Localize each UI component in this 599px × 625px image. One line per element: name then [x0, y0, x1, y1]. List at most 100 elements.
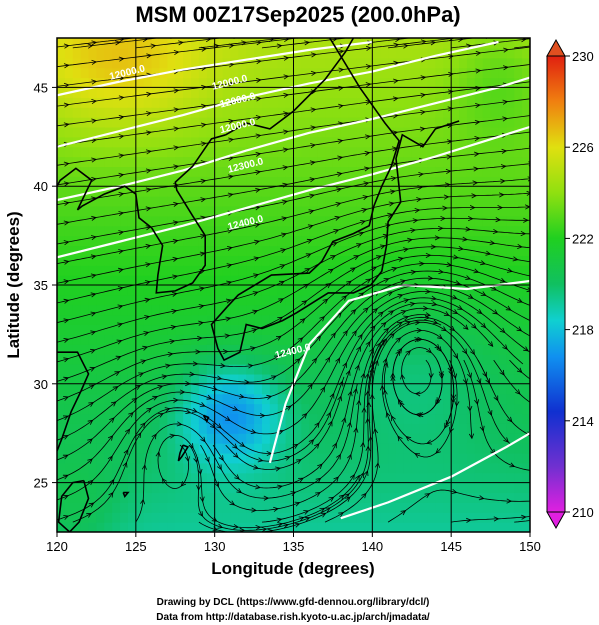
field-cell — [340, 38, 350, 49]
field-cell — [293, 77, 302, 88]
field-cell — [459, 38, 468, 49]
field-cell — [403, 334, 413, 345]
field-cell — [506, 215, 515, 227]
field-cell — [490, 314, 500, 326]
field-cell — [191, 314, 200, 326]
field-cell — [348, 245, 358, 256]
field-cell — [238, 443, 247, 454]
field-cell — [206, 472, 216, 484]
field-cell — [183, 176, 192, 187]
field-cell — [88, 146, 98, 158]
field-cell — [419, 67, 429, 79]
field-cell — [301, 117, 310, 128]
field-cell — [175, 186, 184, 197]
field-cell — [285, 146, 295, 158]
field-cell — [490, 166, 500, 177]
field-cell — [96, 245, 105, 256]
field-cell — [419, 186, 429, 197]
field-cell — [340, 67, 350, 79]
field-cell — [230, 245, 239, 256]
field-cell — [135, 482, 145, 494]
streamline-arrow — [294, 501, 301, 507]
streamline-arrow — [118, 76, 125, 82]
field-cell — [372, 522, 381, 532]
streamline-arrow — [420, 75, 427, 81]
field-cell — [261, 275, 271, 286]
field-cell — [364, 156, 373, 168]
field-cell — [388, 522, 397, 532]
field-cell — [372, 205, 381, 217]
streamline-arrow — [143, 331, 150, 337]
streamline-arrow — [462, 236, 469, 242]
field-cell — [112, 354, 121, 365]
coastline — [210, 120, 460, 362]
field-cell — [104, 57, 113, 69]
field-cell — [293, 522, 302, 532]
field-cell — [198, 482, 208, 494]
field-cell — [482, 354, 492, 365]
field-cell — [88, 443, 98, 454]
streamline-arrow — [414, 320, 421, 326]
streamline-arrow — [276, 43, 283, 49]
field-cell — [175, 462, 184, 474]
field-cell — [388, 166, 397, 177]
streamline-arrow — [373, 427, 379, 434]
field-cell — [151, 205, 161, 217]
field-cell — [498, 522, 507, 532]
field-cell — [317, 334, 326, 345]
streamline-arrow — [319, 507, 326, 513]
field-cell — [104, 126, 113, 138]
streamline-arrow — [500, 164, 507, 170]
field-cell — [214, 354, 224, 365]
field-cell — [96, 413, 105, 424]
field-cell — [167, 176, 176, 187]
field-cell — [332, 146, 342, 158]
field-cell — [293, 364, 302, 375]
field-cell — [206, 452, 216, 464]
field-cell — [127, 334, 137, 345]
field-cell — [112, 512, 121, 523]
field-cell — [364, 452, 373, 464]
field-cell — [96, 502, 105, 513]
field-cell — [127, 255, 137, 266]
colorbar-tick-label: 222 — [572, 231, 594, 246]
field-cell — [64, 156, 74, 168]
field-cell — [261, 403, 271, 415]
field-cell — [380, 502, 389, 513]
field-cell — [411, 304, 421, 316]
field-cell — [143, 255, 153, 266]
field-cell — [325, 176, 334, 187]
field-cell — [191, 413, 200, 424]
field-cell — [198, 196, 208, 207]
streamline-arrow — [222, 349, 229, 355]
field-cell — [198, 126, 208, 138]
field-cell — [277, 344, 287, 355]
streamline-arrow — [497, 205, 504, 211]
streamline-arrow — [446, 139, 453, 145]
field-cell — [175, 364, 184, 375]
field-cell — [127, 245, 137, 256]
field-cell — [340, 334, 350, 345]
field-cell — [419, 492, 429, 503]
field-cell — [514, 146, 523, 158]
field-cell — [64, 334, 74, 345]
streamline-arrow — [162, 477, 167, 484]
field-cell — [238, 324, 247, 335]
streamline-arrow — [342, 330, 348, 336]
field-cell — [191, 77, 200, 88]
field-cell — [356, 294, 366, 306]
field-cell — [57, 205, 66, 217]
streamline-arrow — [372, 307, 378, 314]
field-cell — [498, 492, 507, 503]
streamline-arrow — [225, 316, 232, 322]
field-cell — [96, 285, 105, 296]
field-cell — [143, 215, 153, 227]
streamline-arrow — [63, 515, 70, 520]
field-cell — [206, 87, 216, 98]
field-cell — [474, 186, 484, 197]
field-cell — [151, 482, 161, 494]
streamline-arrow — [492, 309, 499, 315]
field-cell — [254, 433, 263, 444]
field-cell — [72, 294, 82, 306]
field-cell — [301, 166, 310, 177]
